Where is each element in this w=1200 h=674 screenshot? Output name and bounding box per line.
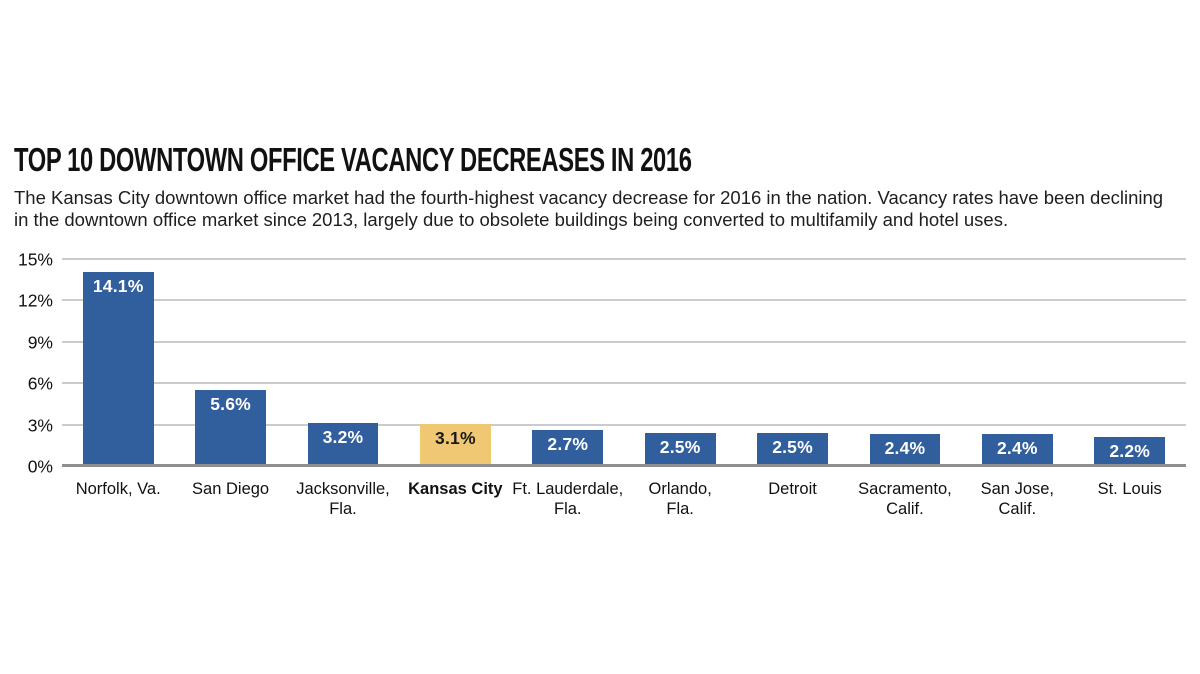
bar: 2.2% — [1094, 436, 1166, 467]
bar-slot: 3.2% — [287, 260, 399, 467]
bar-slot: 2.7% — [512, 260, 624, 467]
x-axis-label: Kansas City — [408, 480, 503, 498]
gridline — [62, 423, 1186, 426]
y-tick-label: 15% — [17, 249, 53, 270]
bars: 14.1% 5.6% 3.2% 3.1% 2.7% 2.5% 2.5% 2.4% 2.4% 2.2… — [62, 260, 1186, 467]
bar: 5.6% — [195, 389, 266, 467]
bar-value-label: 2.5% — [659, 436, 701, 457]
x-axis-label: Norfolk, Va. — [75, 480, 161, 498]
bar-value-label: 2.7% — [547, 433, 589, 454]
gridline — [62, 258, 1186, 260]
x-axis-label: Jacksonville, Fla. — [296, 480, 390, 518]
bar-value-label: 2.4% — [996, 437, 1038, 458]
gridline — [62, 299, 1186, 302]
x-axis-label: St. Louis — [1097, 480, 1162, 498]
y-tick-label: 0% — [27, 456, 53, 477]
chart-subtitle: The Kansas City downtown office market h… — [14, 187, 1164, 230]
bar: 2.5% — [757, 432, 828, 467]
y-tick-label: 12% — [17, 290, 53, 311]
bar-slot: 2.5% — [624, 260, 736, 467]
gridline — [62, 340, 1186, 343]
y-tick-label: 3% — [27, 415, 53, 436]
x-axis-label: San Diego — [192, 480, 270, 498]
y-tick-label: 6% — [27, 373, 53, 394]
x-axis-baseline — [62, 464, 1186, 467]
chart-title: TOP 10 DOWNTOWN OFFICE VACANCY DECREASES… — [14, 141, 692, 178]
bar-value-label: 3.1% — [435, 428, 476, 449]
bar-value-label: 14.1% — [92, 276, 144, 297]
bar-slot: 14.1% — [62, 260, 174, 467]
bar: 2.5% — [644, 432, 716, 467]
x-axis-label: San Jose, Calif. — [980, 480, 1055, 518]
bar-chart: 15% 12% 9% 6% 3% 0% 14.1% 5.6% 3.2% 3.1% 2.7% 2.5%… — [14, 250, 1188, 519]
bar-slot: 2.4% — [849, 260, 961, 467]
bar: 3.2% — [307, 422, 379, 467]
gridline — [62, 382, 1186, 385]
x-axis-label: Detroit — [768, 480, 817, 498]
bar-slot: 2.4% — [961, 260, 1073, 467]
bar: 2.7% — [532, 429, 604, 467]
x-axis-label: Ft. Lauderdale, Fla. — [512, 480, 624, 518]
x-axis-label: Orlando, Fla. — [648, 480, 712, 518]
bar: 2.4% — [869, 433, 941, 467]
bar: 14.1% — [82, 272, 154, 467]
bar-value-label: 2.5% — [772, 436, 813, 457]
bar-slot: 3.1% — [399, 260, 511, 467]
plot-area: 15% 12% 9% 6% 3% 0% 14.1% 5.6% 3.2% 3.1% 2.7% 2.5%… — [18, 250, 1186, 477]
bar-slot: 5.6% — [174, 260, 286, 467]
bar-value-label: 2.4% — [884, 437, 926, 458]
bar-slot: 2.5% — [736, 260, 848, 467]
bar-value-label: 5.6% — [210, 393, 251, 414]
bar-value-label: 2.2% — [1109, 440, 1151, 461]
x-axis-label: Sacramento, Calif. — [858, 480, 952, 518]
bar-slot: 2.2% — [1074, 260, 1186, 467]
bar-value-label: 3.2% — [322, 426, 364, 447]
x-axis-labels: Norfolk, Va. San Diego Jacksonville, Fla. K… — [62, 479, 1186, 519]
y-tick-label: 9% — [27, 332, 53, 353]
bar: 2.4% — [981, 433, 1053, 467]
bar-highlighted: 3.1% — [419, 424, 491, 467]
chart-card: TOP 10 DOWNTOWN OFFICE VACANCY DECREASES… — [14, 141, 1188, 519]
